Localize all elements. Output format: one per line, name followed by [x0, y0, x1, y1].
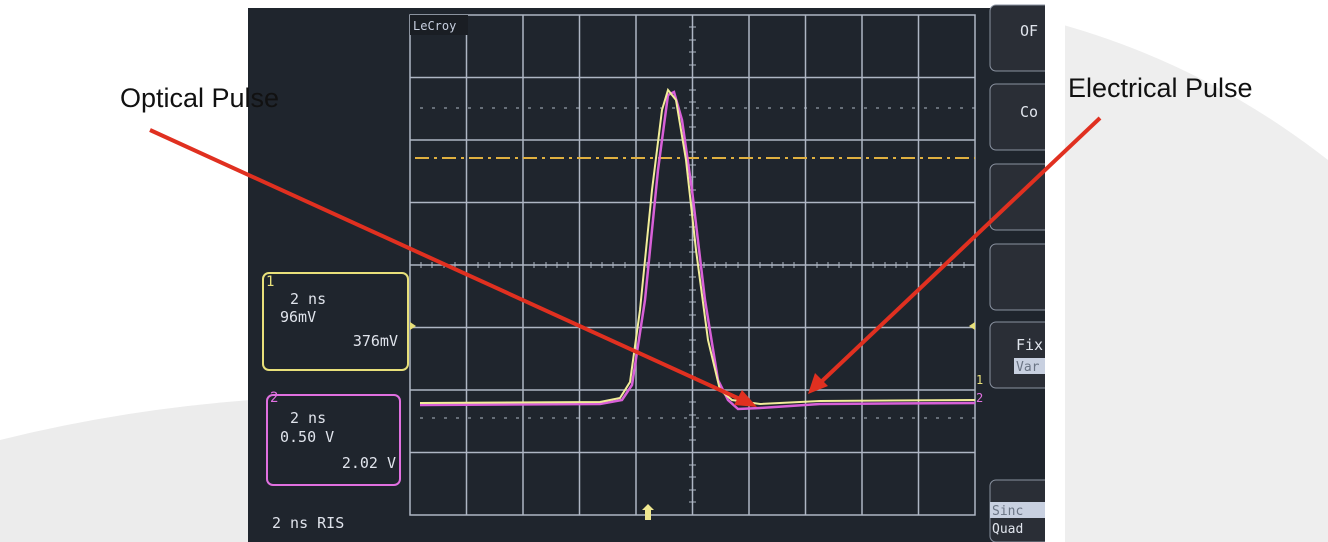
- offset: 2.02 V: [342, 454, 396, 472]
- menu-text: Co: [1020, 103, 1038, 121]
- background-swoosh: [0, 400, 250, 542]
- scale: 0.50 V: [280, 428, 334, 446]
- electrical-label: Electrical Pulse: [1068, 73, 1253, 103]
- offset: 376mV: [353, 332, 398, 350]
- acquisition-mode: 2 ns RIS: [272, 514, 344, 532]
- scale: 96mV: [280, 308, 316, 326]
- channel-marker: 1: [266, 274, 274, 290]
- timebase: 2 ns: [290, 409, 326, 427]
- menu-text: Sinc: [992, 504, 1023, 519]
- timebase: 2 ns: [290, 290, 326, 308]
- menu-text: Var: [1016, 360, 1040, 375]
- menu-text: Quad: [992, 522, 1023, 537]
- menu-text: Fix: [1016, 336, 1043, 354]
- photo-edge: [1045, 0, 1065, 542]
- channel-marker: 2: [270, 390, 278, 406]
- trace-marker: 1: [976, 373, 983, 387]
- figure: 1 2 LeCroy 1 2 ns 96mV 376mV 2 2 ns 0.50…: [0, 0, 1328, 542]
- trace-marker: 2: [976, 391, 983, 405]
- brand: LeCroy: [413, 19, 456, 33]
- optical-label: Optical Pulse: [120, 83, 279, 113]
- menu-text: OF: [1020, 22, 1038, 40]
